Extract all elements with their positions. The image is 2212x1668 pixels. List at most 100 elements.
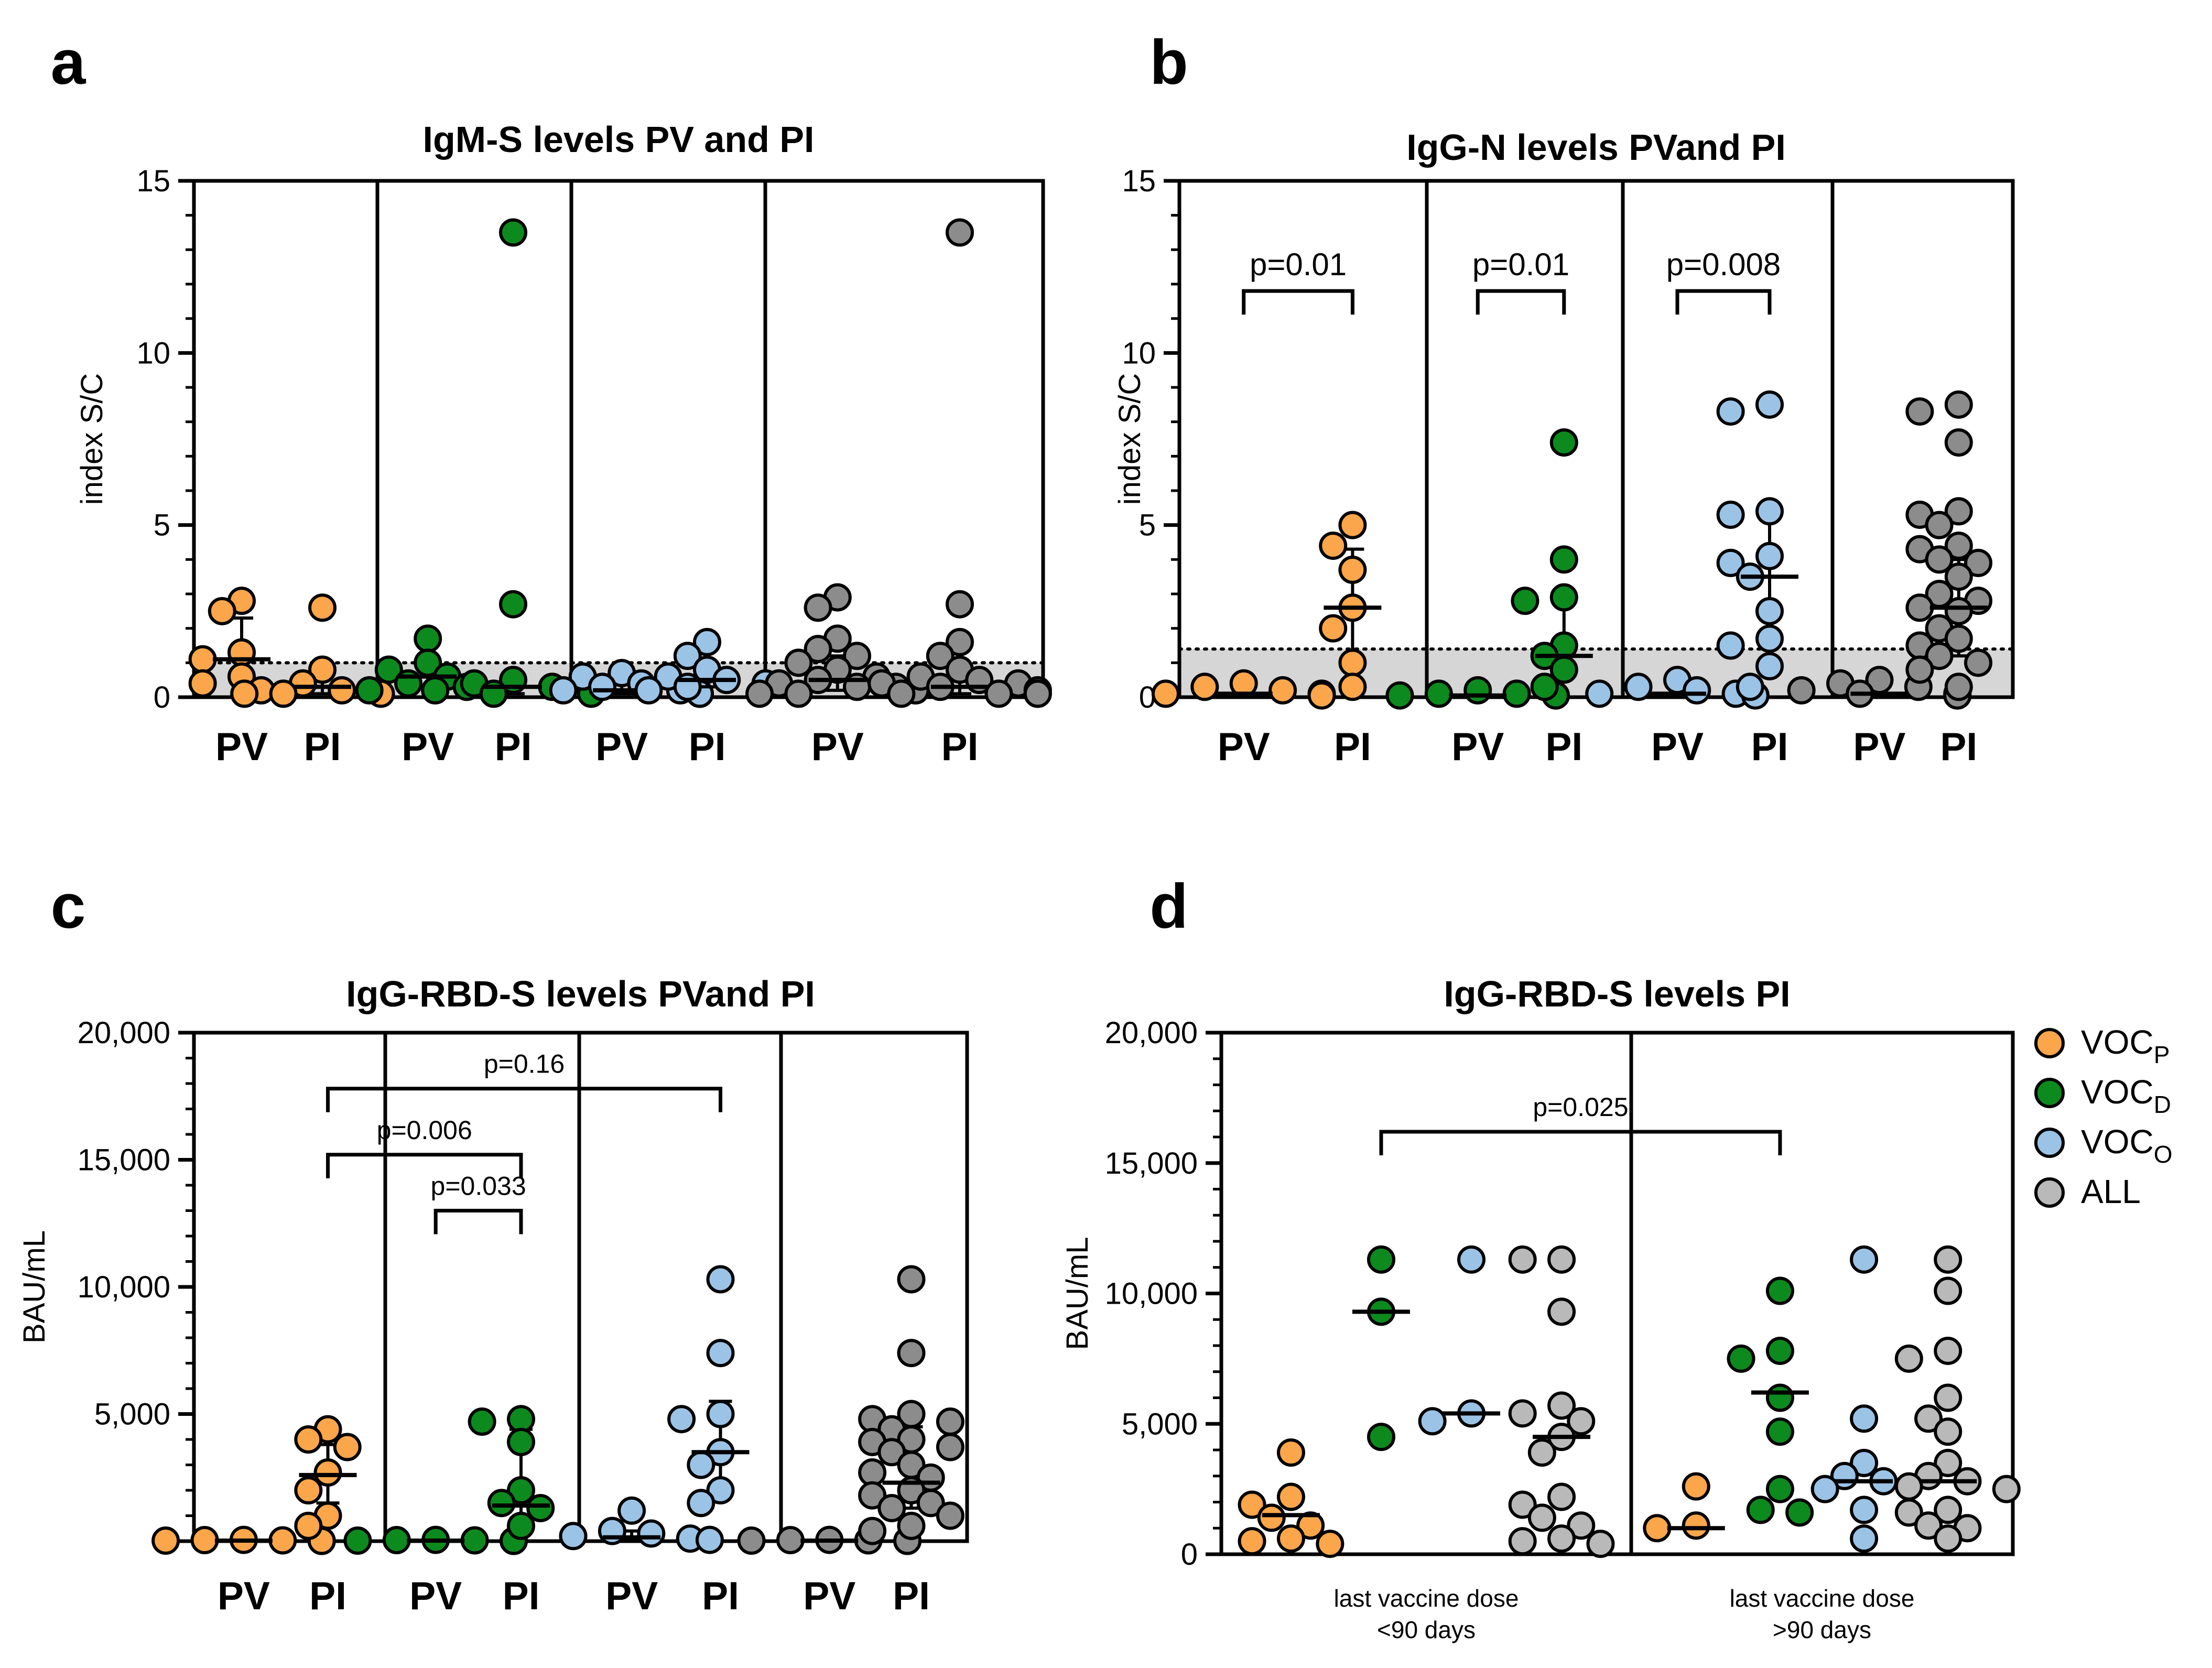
data-point xyxy=(1934,1245,1962,1274)
data-point xyxy=(1785,1498,1814,1527)
x-category-label: PV xyxy=(215,724,268,768)
data-point xyxy=(1023,679,1052,708)
y-tick-label: 15 xyxy=(136,164,170,198)
data-point xyxy=(1934,1336,1962,1365)
data-point xyxy=(1508,1245,1537,1274)
data-point xyxy=(1850,1496,1879,1524)
data-point xyxy=(487,1489,516,1518)
x-category-label: PV xyxy=(1853,724,1905,768)
data-point xyxy=(946,590,974,619)
data-point xyxy=(1547,1524,1576,1553)
legend-marker xyxy=(2034,1128,2065,1158)
plot-frame xyxy=(192,179,1045,699)
data-point xyxy=(1338,556,1367,584)
data-point xyxy=(1944,673,1973,701)
y-axis-label: index S/C xyxy=(75,373,109,505)
data-point xyxy=(1755,541,1784,570)
data-point xyxy=(1586,1530,1615,1558)
data-point xyxy=(1547,1297,1576,1326)
x-category-label: PI xyxy=(702,1574,739,1618)
data-point xyxy=(1316,1530,1344,1558)
data-point xyxy=(308,655,337,684)
chart-a: a IgM-S levels PV and PI index S/C 0 5 10 15 PV… xyxy=(51,27,1052,768)
data-point xyxy=(634,676,663,705)
data-point xyxy=(1508,1490,1537,1519)
panel-letter: a xyxy=(51,27,86,98)
data-point xyxy=(877,1438,906,1467)
data-point xyxy=(1850,1524,1879,1553)
significance-bracket xyxy=(433,1209,523,1234)
data-point xyxy=(1338,673,1367,701)
chart-title: IgG-RBD-S levels PVand PI xyxy=(346,973,815,1014)
data-point xyxy=(188,645,217,674)
panel-letter: b xyxy=(1150,27,1188,98)
x-category-label: PI xyxy=(941,724,979,768)
data-point xyxy=(1530,673,1559,701)
data-point xyxy=(208,597,236,625)
data-point xyxy=(1276,1524,1305,1553)
data-point xyxy=(333,1433,362,1461)
data-point xyxy=(1549,545,1578,574)
legend-label-main: ALL xyxy=(2081,1173,2141,1210)
x-group-label: <90 days xyxy=(1377,1616,1476,1643)
data-point xyxy=(1716,631,1745,660)
data-point xyxy=(897,1511,926,1540)
y-tick-label: 20,000 xyxy=(1105,1016,1198,1050)
y-tick-label: 10 xyxy=(1122,336,1156,370)
y-tick-label: 15 xyxy=(1122,164,1156,198)
data-point xyxy=(1549,583,1578,612)
x-category-label: PV xyxy=(1451,724,1504,768)
data-point xyxy=(687,1489,715,1518)
y-tick-label: 20,000 xyxy=(78,1016,170,1050)
chart-d: d IgG-RBD-S levels PI BAU/mL 0 5,000 10,000 15… xyxy=(1060,871,2172,1643)
data-point xyxy=(294,1425,323,1454)
data-point xyxy=(897,1265,926,1294)
data-point xyxy=(1934,1496,1962,1524)
data-point xyxy=(1307,681,1336,710)
data-point xyxy=(1746,1496,1775,1524)
legend-label-subscript: D xyxy=(2154,1091,2171,1118)
y-tick-label: 0 xyxy=(154,680,170,714)
data-point xyxy=(887,679,916,708)
data-point xyxy=(1934,1417,1962,1446)
data-point xyxy=(1755,624,1784,653)
y-axis-label: BAU/mL xyxy=(1060,1237,1094,1350)
x-category-label: PI xyxy=(893,1574,930,1618)
y-tick-label: 5,000 xyxy=(94,1398,170,1432)
data-point xyxy=(1944,390,1973,419)
significance-bracket xyxy=(1379,1130,1782,1156)
data-point xyxy=(468,1407,496,1436)
y-tick-label: 15,000 xyxy=(1105,1146,1198,1180)
data-point xyxy=(1424,679,1453,708)
y-tick-label: 10,000 xyxy=(1105,1277,1198,1311)
significance-bracket xyxy=(326,1153,523,1178)
p-value-label: p=0.01 xyxy=(1250,247,1347,282)
data-point xyxy=(1944,532,1973,560)
x-category-label: PV xyxy=(803,1574,855,1618)
data-point xyxy=(343,1526,372,1555)
significance-bracket xyxy=(1476,289,1566,315)
data-point xyxy=(1385,681,1414,710)
data-point xyxy=(784,648,813,677)
data-point xyxy=(1944,428,1973,457)
y-tick-label: 10,000 xyxy=(78,1270,170,1304)
data-point xyxy=(1934,1383,1962,1412)
y-tick-label: 10 xyxy=(136,336,170,370)
data-point xyxy=(1268,676,1297,705)
data-point xyxy=(1567,1407,1596,1436)
data-point xyxy=(268,1526,297,1555)
x-category-label: PV xyxy=(218,1574,270,1618)
data-point xyxy=(1238,1490,1266,1519)
x-category-label: PV xyxy=(1218,724,1270,768)
legend-label: ALL xyxy=(2081,1173,2141,1210)
data-point xyxy=(1151,679,1180,708)
data-point xyxy=(308,593,337,622)
data-point xyxy=(1508,1399,1537,1428)
data-point xyxy=(1810,1475,1839,1503)
data-point xyxy=(421,676,450,705)
data-point xyxy=(1338,511,1367,539)
legend-label: VOCP xyxy=(2081,1023,2170,1068)
x-category-label: PV xyxy=(1651,724,1704,768)
data-point xyxy=(637,1519,666,1548)
legend-label: VOCO xyxy=(2081,1123,2172,1168)
